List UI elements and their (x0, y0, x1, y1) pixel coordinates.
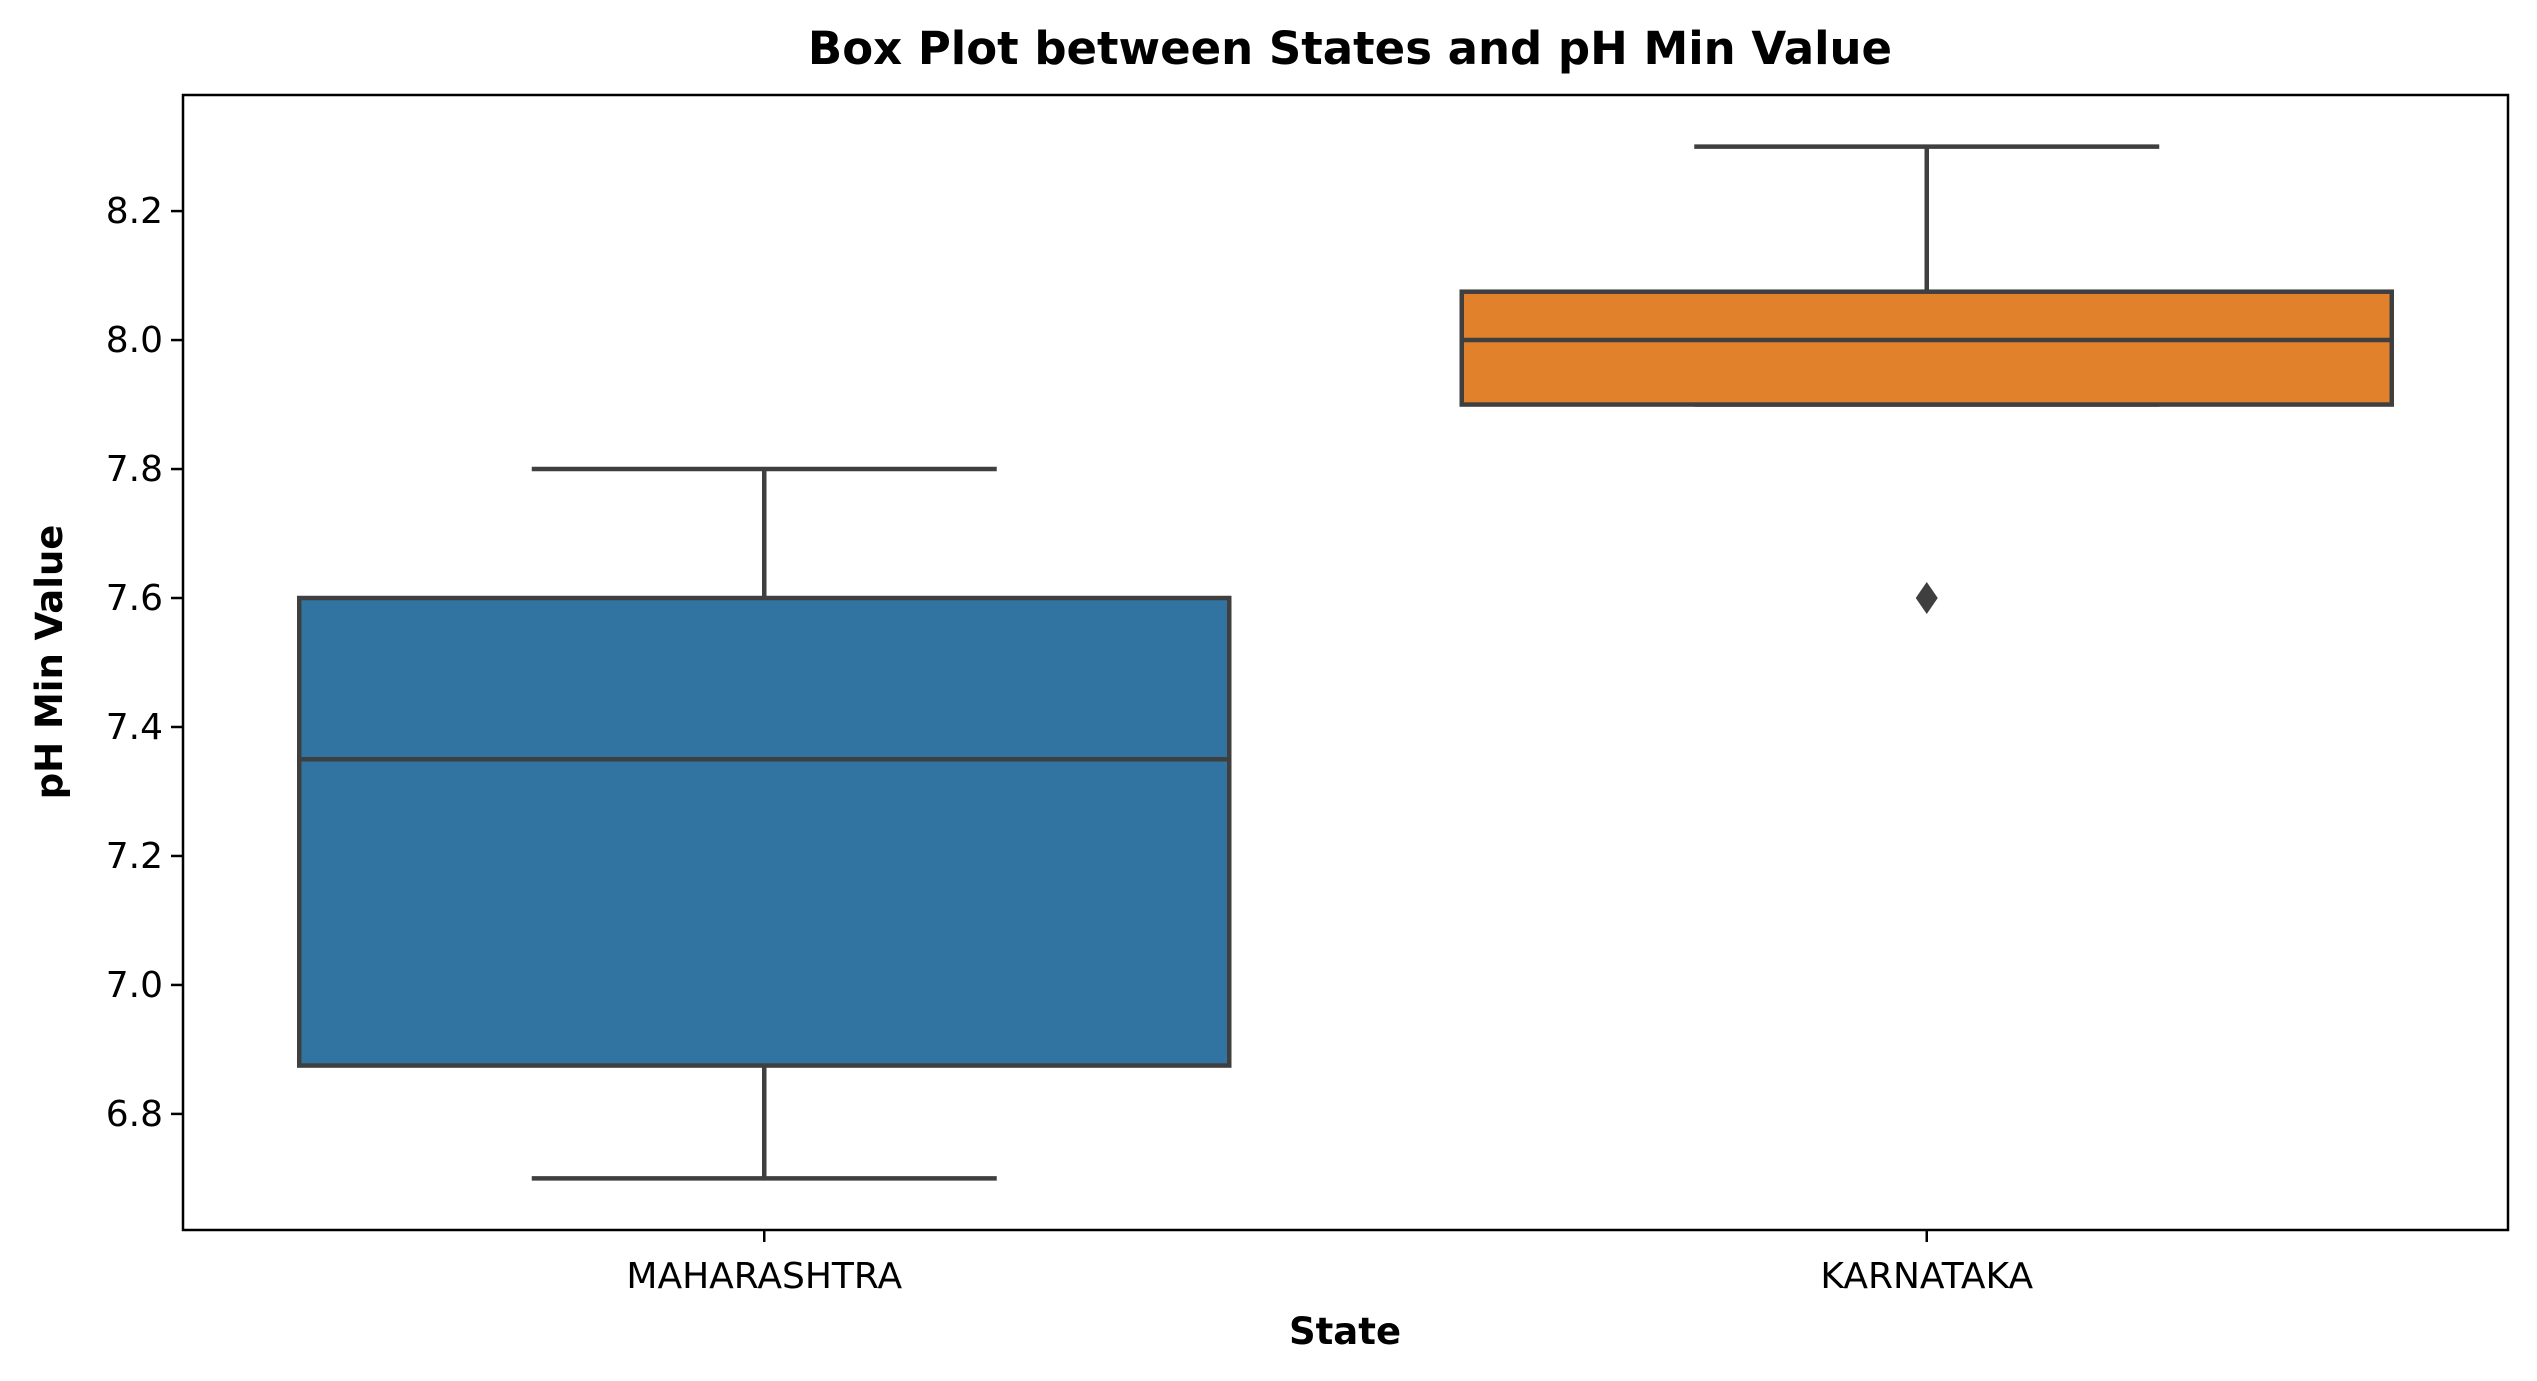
x-axis-label: State (1289, 1310, 1401, 1353)
y-tick-label: 7.6 (106, 578, 163, 619)
plot-frame (181, 93, 2510, 1232)
y-tick-label: 7.0 (106, 965, 163, 1006)
plot-area (297, 144, 2394, 1181)
y-tick-label: 8.2 (106, 191, 163, 232)
y-tick-label: 7.8 (106, 449, 163, 490)
y-axis: 6.8 7.0 7.2 7.4 7.6 7.8 8.0 8.2 (106, 191, 183, 1135)
box-karnataka (1459, 144, 2394, 615)
x-tick-label: MAHARASHTRA (626, 1256, 902, 1297)
y-tick-label: 6.8 (106, 1094, 163, 1135)
y-tick-label: 7.2 (106, 836, 163, 877)
box-body (297, 595, 1232, 1068)
x-axis: MAHARASHTRA KARNATAKA (626, 1230, 2034, 1297)
box-maharashtra (297, 466, 1232, 1181)
x-tick-label: KARNATAKA (1820, 1256, 2033, 1297)
y-axis-label: pH Min Value (28, 525, 71, 800)
y-tick-label: 8.0 (106, 320, 163, 361)
chart-title: Box Plot between States and pH Min Value (808, 22, 1892, 75)
y-tick-label: 7.4 (106, 707, 163, 748)
box-body (1459, 289, 2394, 407)
outlier-point (1915, 582, 1938, 615)
